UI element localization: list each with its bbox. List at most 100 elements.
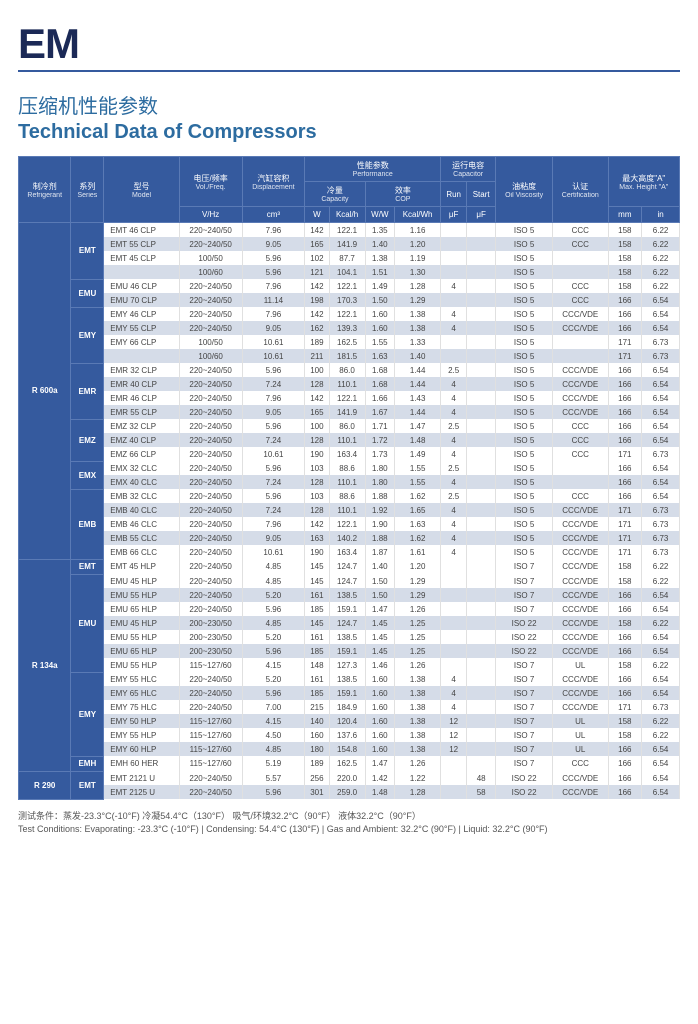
table-row: EMUEMU 46 CLP220~240/507.96142122.11.491… bbox=[19, 279, 680, 293]
data-cell: 160 bbox=[305, 728, 329, 742]
data-cell: 103 bbox=[305, 489, 329, 503]
logo: EM bbox=[18, 20, 680, 68]
data-cell: 4 bbox=[441, 391, 467, 405]
data-cell: 110.1 bbox=[329, 503, 365, 517]
model-cell: EMY 46 CLP bbox=[104, 307, 179, 321]
data-cell: 1.55 bbox=[395, 461, 441, 475]
data-cell: 10.61 bbox=[242, 335, 305, 349]
data-cell: ISO 7 bbox=[496, 700, 553, 714]
series-cell: EMX bbox=[71, 461, 104, 489]
series-cell: EMH bbox=[71, 756, 104, 771]
data-cell: 1.60 bbox=[365, 321, 395, 335]
data-cell: UL bbox=[553, 728, 609, 742]
model-cell: EMU 45 HLP bbox=[104, 616, 179, 630]
data-cell: 5.96 bbox=[242, 489, 305, 503]
data-cell: 137.6 bbox=[329, 728, 365, 742]
data-cell: 2.5 bbox=[441, 489, 467, 503]
data-cell: 142 bbox=[305, 391, 329, 405]
data-cell bbox=[467, 756, 496, 771]
data-cell: ISO 5 bbox=[496, 293, 553, 307]
data-cell: 122.1 bbox=[329, 307, 365, 321]
model-cell: EMY 55 CLP bbox=[104, 321, 179, 335]
data-cell: 1.50 bbox=[365, 574, 395, 588]
model-cell: EMX 40 CLC bbox=[104, 475, 179, 489]
data-cell: 185 bbox=[305, 644, 329, 658]
data-cell: 220~240/50 bbox=[179, 377, 242, 391]
data-cell: CCC/VDE bbox=[553, 588, 609, 602]
data-cell: ISO 5 bbox=[496, 447, 553, 461]
series-cell: EMT bbox=[71, 771, 104, 799]
data-cell: 154.8 bbox=[329, 742, 365, 756]
table-row: EMR 55 CLP220~240/509.05165141.91.671.44… bbox=[19, 405, 680, 419]
data-cell: 161 bbox=[305, 672, 329, 686]
table-row: EMY 55 HLP115~127/604.50160137.61.601.38… bbox=[19, 728, 680, 742]
data-cell: 1.62 bbox=[395, 531, 441, 545]
table-row: EMU 65 HLP200~230/505.96185159.11.451.25… bbox=[19, 644, 680, 658]
data-cell: 4 bbox=[441, 517, 467, 531]
data-cell: 1.60 bbox=[365, 700, 395, 714]
data-cell: 1.88 bbox=[365, 489, 395, 503]
data-cell: 190 bbox=[305, 545, 329, 559]
data-cell: CCC bbox=[553, 756, 609, 771]
data-cell: 87.7 bbox=[329, 251, 365, 265]
data-cell: 6.54 bbox=[642, 686, 680, 700]
data-cell bbox=[553, 335, 609, 349]
table-row: EMR 46 CLP220~240/507.96142122.11.661.43… bbox=[19, 391, 680, 405]
data-cell bbox=[467, 742, 496, 756]
table-row: EMZ 66 CLP220~240/5010.61190163.41.731.4… bbox=[19, 447, 680, 461]
data-cell: 220~240/50 bbox=[179, 279, 242, 293]
data-cell: 115~127/60 bbox=[179, 714, 242, 728]
table-row: EMBEMB 32 CLC220~240/505.9610388.61.881.… bbox=[19, 489, 680, 503]
data-cell: 158 bbox=[608, 616, 642, 630]
data-cell: 6.54 bbox=[642, 785, 680, 799]
data-cell: 1.43 bbox=[395, 391, 441, 405]
data-cell: 185 bbox=[305, 602, 329, 616]
data-cell: 2.5 bbox=[441, 363, 467, 377]
data-cell: 161 bbox=[305, 588, 329, 602]
data-cell bbox=[467, 574, 496, 588]
data-cell: 4 bbox=[441, 377, 467, 391]
data-cell: 5.96 bbox=[242, 251, 305, 265]
data-cell: 6.22 bbox=[642, 616, 680, 630]
data-cell: 166 bbox=[608, 321, 642, 335]
data-cell: 10.61 bbox=[242, 447, 305, 461]
table-row: EMT 45 CLP100/505.9610287.71.381.19ISO 5… bbox=[19, 251, 680, 265]
data-cell: 171 bbox=[608, 349, 642, 363]
data-cell: 166 bbox=[608, 461, 642, 475]
data-cell: 1.26 bbox=[395, 756, 441, 771]
data-cell: 1.26 bbox=[395, 602, 441, 616]
model-cell: EMY 75 HLC bbox=[104, 700, 179, 714]
data-cell bbox=[441, 223, 467, 238]
data-cell: 1.38 bbox=[395, 321, 441, 335]
data-cell: 1.38 bbox=[395, 307, 441, 321]
data-cell: 145 bbox=[305, 559, 329, 574]
data-cell: 6.73 bbox=[642, 503, 680, 517]
data-cell: 171 bbox=[608, 517, 642, 531]
data-cell: ISO 7 bbox=[496, 588, 553, 602]
table-row: EMT 2125 U220~240/505.96301259.01.481.28… bbox=[19, 785, 680, 799]
data-cell: 100 bbox=[305, 363, 329, 377]
data-cell: CCC/VDE bbox=[553, 574, 609, 588]
footer: 测试条件：蒸发-23.3°C(-10°F) 冷凝54.4°C（130°F） 吸气… bbox=[18, 810, 680, 837]
data-cell: 1.48 bbox=[365, 785, 395, 799]
table-row: EMB 46 CLC220~240/507.96142122.11.901.63… bbox=[19, 517, 680, 531]
data-cell: 1.65 bbox=[395, 503, 441, 517]
data-cell: 158 bbox=[608, 251, 642, 265]
data-cell: 200~230/50 bbox=[179, 616, 242, 630]
data-cell: 166 bbox=[608, 433, 642, 447]
data-cell: 163 bbox=[305, 531, 329, 545]
data-cell: 4.85 bbox=[242, 616, 305, 630]
data-cell: 184.9 bbox=[329, 700, 365, 714]
data-cell: 220~240/50 bbox=[179, 545, 242, 559]
data-cell: 100 bbox=[305, 419, 329, 433]
data-cell: ISO 5 bbox=[496, 349, 553, 363]
data-cell: 1.38 bbox=[395, 672, 441, 686]
data-cell: 159.1 bbox=[329, 602, 365, 616]
data-cell: CCC/VDE bbox=[553, 672, 609, 686]
data-cell: 128 bbox=[305, 377, 329, 391]
data-cell: 138.5 bbox=[329, 588, 365, 602]
data-cell bbox=[467, 728, 496, 742]
table-row: EMU 70 CLP220~240/5011.14198170.31.501.2… bbox=[19, 293, 680, 307]
footer-en: Test Conditions: Evaporating: -23.3°C (-… bbox=[18, 823, 680, 837]
model-cell: EMH 60 HER bbox=[104, 756, 179, 771]
